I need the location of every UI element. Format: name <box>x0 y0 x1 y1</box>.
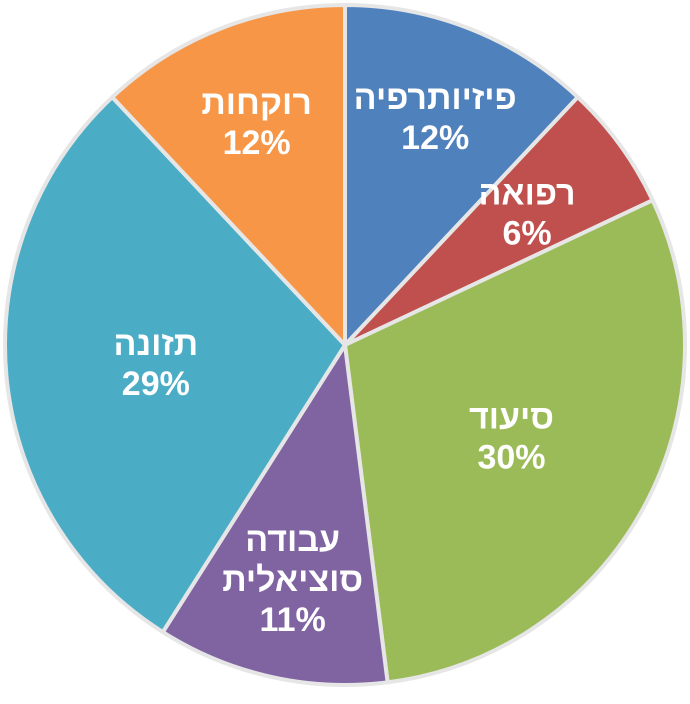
slice-value-label: 12% <box>223 124 291 162</box>
pie-slice <box>343 2 581 351</box>
slice-category-label: סוציאלית <box>222 561 363 599</box>
slice-category-label: תזונה <box>113 325 198 363</box>
pie-slice <box>3 94 348 635</box>
pie-slice <box>160 339 390 687</box>
slice-value-label: 29% <box>122 365 190 403</box>
pie-slice <box>342 197 687 685</box>
slice-value-label: 6% <box>502 215 551 253</box>
slice-value-label: 11% <box>260 601 326 639</box>
slice-category-label: פיזיותרפיה <box>354 79 517 117</box>
slice-category-label: רוקחות <box>201 84 312 122</box>
pie-slice <box>343 94 656 347</box>
pie-slice <box>109 2 347 351</box>
slice-category-label: עבודה <box>245 521 340 559</box>
slice-value-label: 12% <box>401 119 469 157</box>
slice-category-label: רפואה <box>478 175 575 213</box>
slice-category-label: סיעוד <box>469 399 554 437</box>
slice-value-label: 30% <box>477 439 545 477</box>
